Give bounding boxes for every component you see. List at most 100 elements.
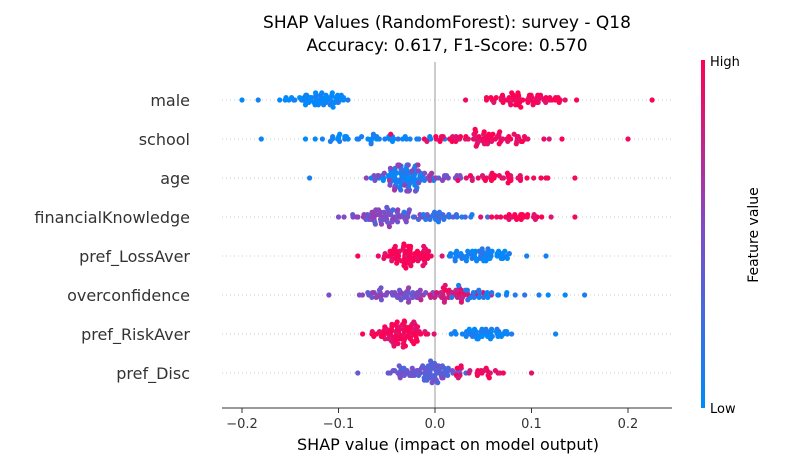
shap-point bbox=[494, 134, 501, 140]
shap-point bbox=[258, 136, 264, 142]
shap-point bbox=[395, 162, 401, 168]
shap-point bbox=[414, 136, 420, 142]
shap-point bbox=[474, 258, 480, 264]
shap-point bbox=[389, 258, 395, 264]
shap-point bbox=[441, 216, 447, 222]
shap-point bbox=[369, 290, 375, 296]
shap-point bbox=[398, 258, 405, 264]
shap-point bbox=[374, 134, 380, 140]
shap-point bbox=[391, 341, 397, 347]
shap-point bbox=[488, 177, 495, 183]
shap-point bbox=[546, 136, 552, 142]
shap-point bbox=[401, 241, 407, 247]
shap-point bbox=[401, 209, 407, 215]
shap-point bbox=[414, 368, 420, 374]
shap-point bbox=[435, 380, 441, 386]
shap-point bbox=[625, 136, 631, 142]
shap-point bbox=[498, 255, 504, 261]
shap-point bbox=[454, 294, 460, 300]
shap-point bbox=[513, 141, 519, 147]
shap-point bbox=[239, 97, 245, 103]
shap-point bbox=[476, 248, 482, 254]
shap-point bbox=[375, 253, 381, 259]
shap-point bbox=[402, 134, 408, 140]
shap-point bbox=[467, 173, 474, 179]
shap-point bbox=[484, 290, 490, 296]
shap-point bbox=[403, 265, 409, 271]
shap-point bbox=[381, 170, 387, 176]
shap-point bbox=[422, 329, 428, 335]
shap-point bbox=[330, 134, 336, 140]
shap-point bbox=[445, 372, 451, 378]
x-tick-label: −0.2 bbox=[226, 417, 258, 432]
shap-point bbox=[446, 253, 452, 259]
shap-point bbox=[303, 92, 309, 98]
shap-point bbox=[457, 134, 464, 140]
shap-point bbox=[410, 214, 416, 220]
shap-point bbox=[538, 175, 544, 181]
shap-point bbox=[319, 90, 325, 96]
shap-point bbox=[553, 331, 559, 337]
shap-point bbox=[427, 177, 433, 183]
shap-point bbox=[467, 368, 473, 374]
shap-point bbox=[389, 321, 395, 327]
shap-point bbox=[403, 219, 409, 225]
shap-point bbox=[396, 287, 403, 293]
x-axis-ticks: −0.2 −0.1 0.0 0.1 0.2 bbox=[226, 408, 638, 432]
shap-point bbox=[436, 175, 442, 181]
shap-point bbox=[439, 375, 445, 381]
shap-point bbox=[481, 141, 487, 147]
shap-point bbox=[458, 299, 464, 305]
shap-point bbox=[435, 219, 442, 225]
shap-point bbox=[524, 253, 530, 259]
shap-point bbox=[369, 209, 375, 215]
shap-point bbox=[431, 360, 438, 366]
shap-point bbox=[504, 170, 510, 176]
shap-point bbox=[396, 248, 403, 254]
shap-point bbox=[429, 170, 435, 176]
shap-point bbox=[541, 136, 547, 142]
shap-point bbox=[468, 294, 474, 300]
shap-point bbox=[414, 248, 420, 254]
shap-point bbox=[525, 136, 531, 142]
shap-point bbox=[508, 102, 514, 108]
shap-point bbox=[426, 248, 432, 254]
shap-point bbox=[350, 212, 356, 218]
shap-dots bbox=[239, 90, 655, 386]
shap-point bbox=[394, 260, 400, 266]
shap-point bbox=[355, 253, 361, 259]
shap-point bbox=[337, 131, 343, 137]
shap-point bbox=[506, 216, 512, 222]
shap-point bbox=[469, 212, 475, 218]
shap-point bbox=[489, 326, 495, 332]
shap-point bbox=[509, 331, 515, 337]
shap-point bbox=[386, 177, 393, 183]
shap-point bbox=[400, 168, 406, 174]
shap-point bbox=[395, 207, 401, 213]
shap-point bbox=[543, 99, 549, 105]
shap-point bbox=[520, 97, 526, 103]
shap-point bbox=[420, 212, 426, 218]
shap-point bbox=[415, 216, 422, 222]
shap-point bbox=[327, 138, 333, 144]
shap-point bbox=[504, 329, 510, 335]
shap-point bbox=[478, 368, 484, 374]
shap-point bbox=[406, 188, 412, 194]
shap-point bbox=[335, 214, 342, 220]
shap-point bbox=[502, 248, 508, 254]
shap-point bbox=[394, 294, 400, 300]
shap-point bbox=[500, 99, 506, 105]
shap-point bbox=[497, 129, 503, 135]
shap-point bbox=[458, 363, 464, 369]
shap-point bbox=[512, 212, 518, 218]
shap-point bbox=[487, 255, 493, 261]
shap-point bbox=[506, 251, 512, 257]
shap-point bbox=[493, 95, 499, 101]
shap-point bbox=[378, 297, 384, 303]
shap-point bbox=[450, 214, 456, 220]
shap-point bbox=[312, 102, 318, 108]
shap-point bbox=[386, 336, 392, 342]
shap-point bbox=[382, 136, 388, 142]
shap-point bbox=[312, 136, 318, 142]
shap-point bbox=[535, 92, 541, 98]
